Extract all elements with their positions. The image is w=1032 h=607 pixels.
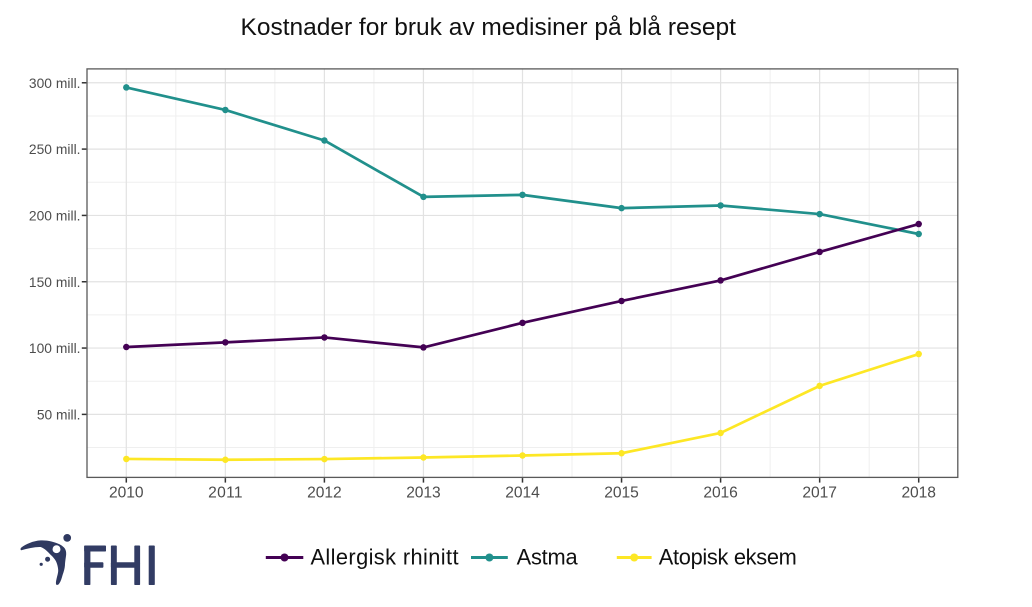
svg-text:Astma: Astma — [517, 544, 579, 569]
svg-text:2017: 2017 — [802, 484, 837, 501]
svg-text:200 mill.: 200 mill. — [29, 209, 81, 224]
svg-text:2013: 2013 — [406, 484, 441, 501]
svg-text:300 mill.: 300 mill. — [29, 76, 81, 91]
svg-text:Allergisk rhinitt: Allergisk rhinitt — [311, 544, 459, 569]
svg-text:Atopisk eksem: Atopisk eksem — [659, 544, 797, 569]
svg-text:2018: 2018 — [901, 484, 936, 501]
svg-text:2010: 2010 — [109, 484, 144, 501]
svg-text:50 mill.: 50 mill. — [37, 408, 81, 423]
svg-text:2015: 2015 — [604, 484, 639, 501]
svg-text:Kostnader for bruk av medisine: Kostnader for bruk av medisiner på blå r… — [241, 14, 737, 41]
svg-text:2016: 2016 — [703, 484, 738, 501]
svg-text:150 mill.: 150 mill. — [29, 275, 81, 290]
svg-text:2014: 2014 — [505, 484, 540, 501]
svg-text:2012: 2012 — [307, 484, 342, 501]
svg-text:2011: 2011 — [208, 484, 243, 501]
svg-text:250 mill.: 250 mill. — [29, 142, 81, 157]
svg-text:100 mill.: 100 mill. — [29, 341, 81, 356]
